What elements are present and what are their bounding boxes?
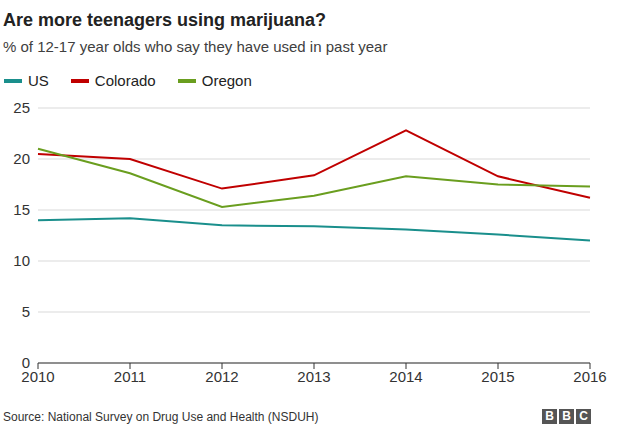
svg-text:2010: 2010: [21, 367, 55, 385]
svg-text:0: 0: [22, 354, 30, 371]
html-text:B: B: [545, 409, 554, 423]
html-text:Source: National Survey on Dru: Source: National Survey on Drug Use and …: [3, 410, 319, 424]
html-text:B: B: [562, 409, 571, 423]
html-text:Are more teenagers using marij: Are more teenagers using marijuana?: [3, 10, 327, 30]
html-text:Oregon: Oregon: [201, 72, 252, 89]
svg-text:20: 20: [13, 150, 30, 167]
svg-text:2015: 2015: [481, 368, 514, 385]
html-text:% of 12-17 year olds who say t: % of 12-17 year olds who say they have u…: [3, 38, 388, 55]
html-text:C: C: [579, 409, 588, 423]
svg-text:2016: 2016: [573, 368, 606, 385]
svg-text:2012: 2012: [205, 368, 238, 385]
svg-text:2014: 2014: [389, 368, 422, 385]
svg-text:2011: 2011: [114, 368, 146, 385]
svg-text:10: 10: [13, 252, 30, 269]
svg-text:25: 25: [13, 99, 30, 116]
svg-text:2013: 2013: [297, 368, 330, 385]
html-text:Colorado: Colorado: [94, 72, 156, 89]
svg-text:15: 15: [13, 201, 30, 218]
html-text:US: US: [28, 72, 49, 89]
svg-text:5: 5: [22, 303, 30, 320]
